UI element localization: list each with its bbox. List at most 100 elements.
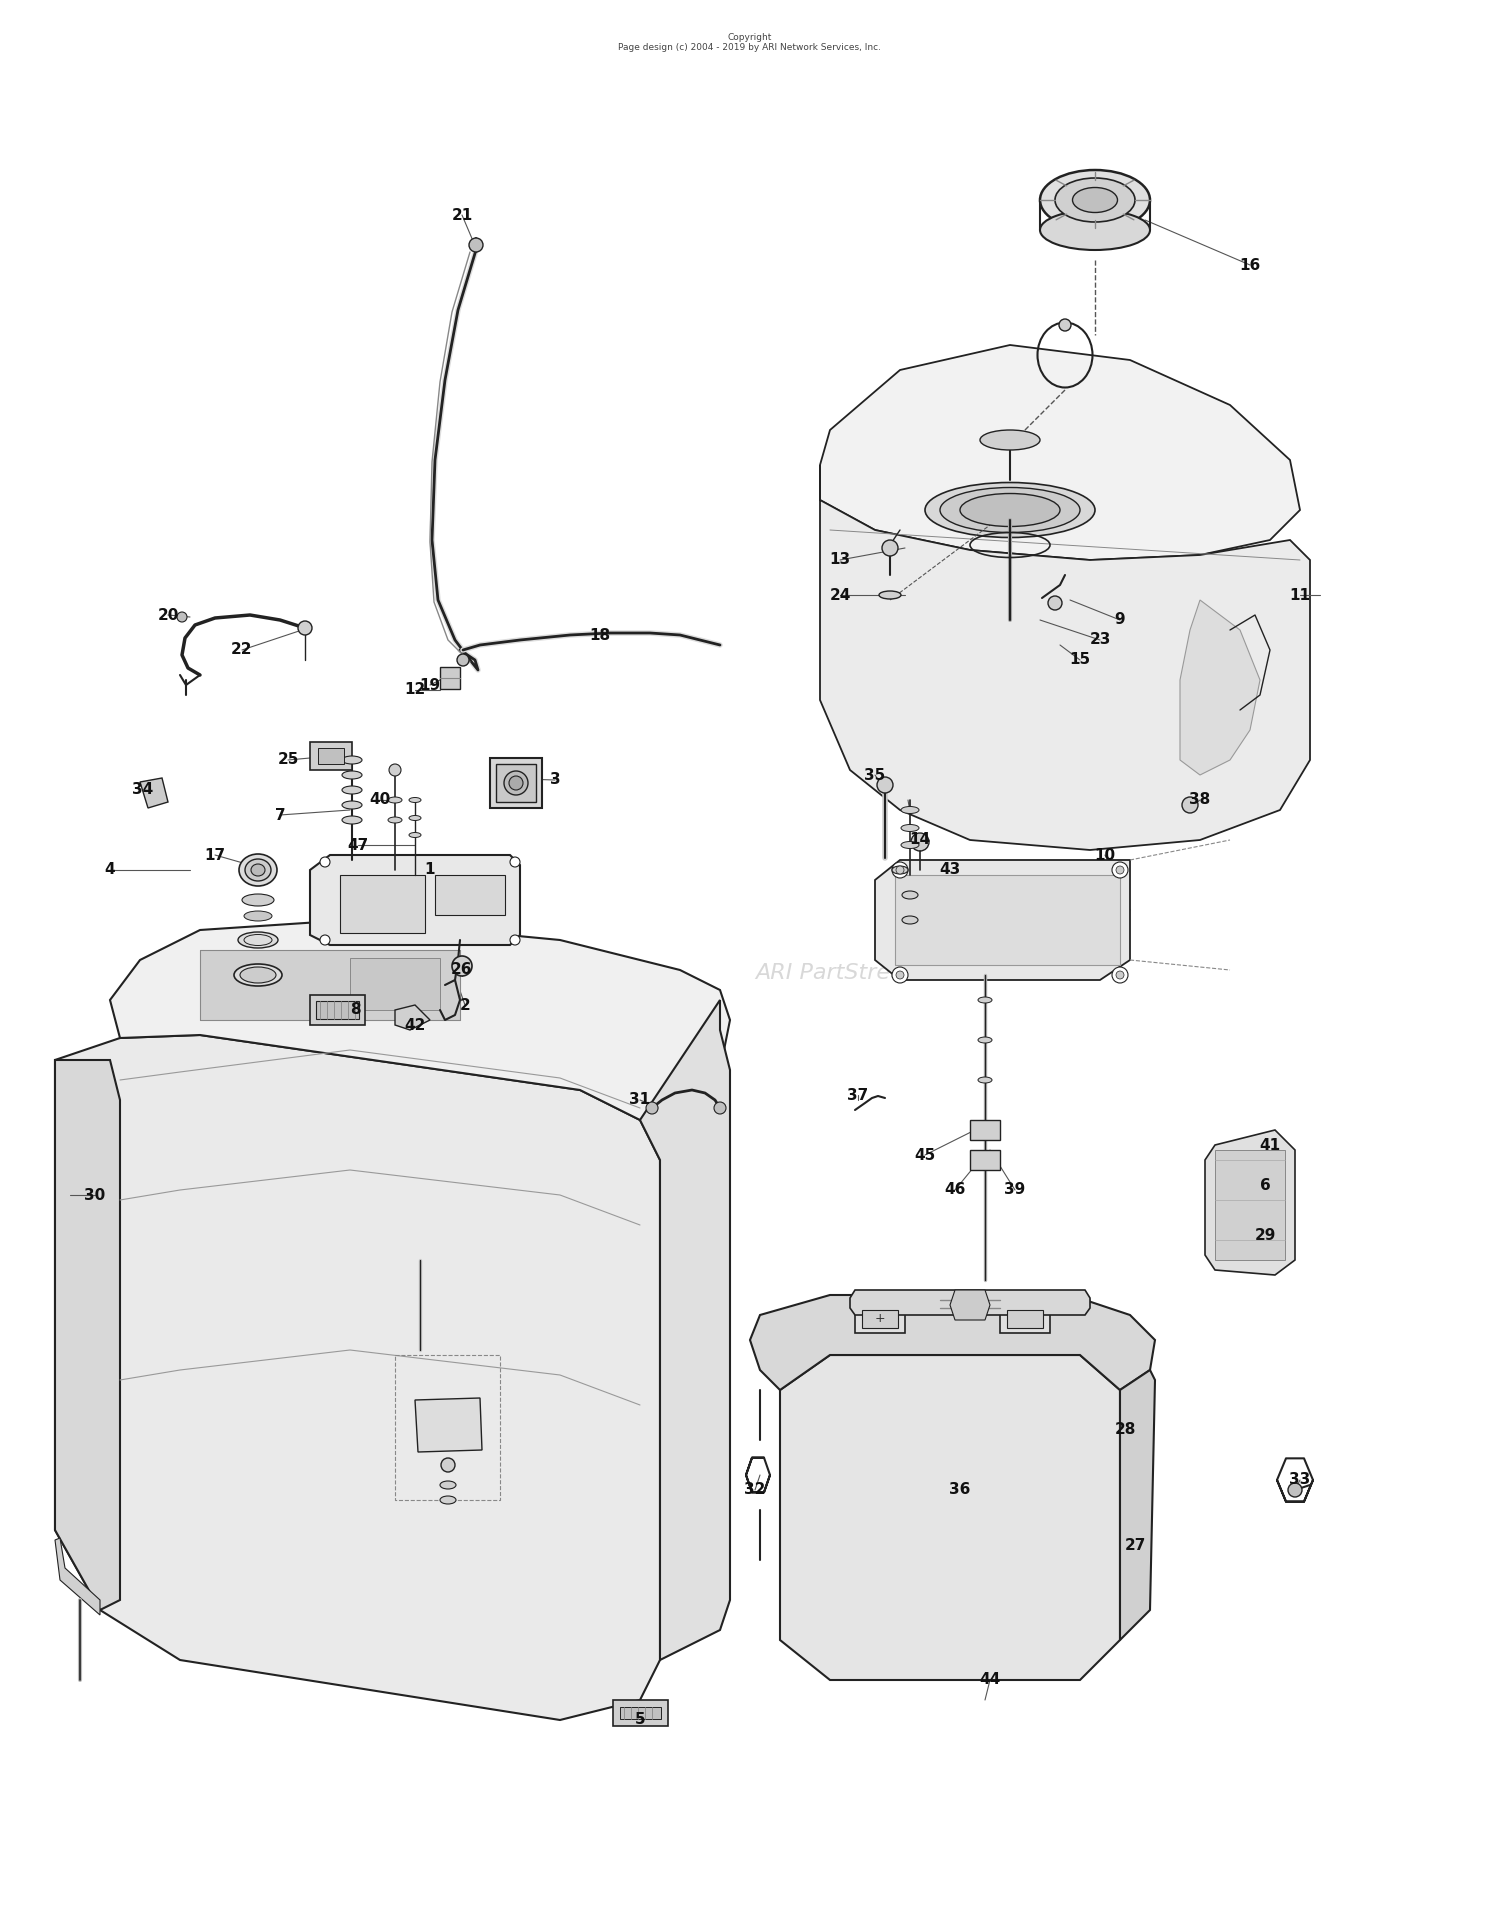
Ellipse shape <box>902 915 918 925</box>
Bar <box>614 1700 668 1727</box>
Circle shape <box>896 865 904 875</box>
Polygon shape <box>821 345 1300 561</box>
Text: 22: 22 <box>231 642 252 657</box>
Text: +: + <box>874 1312 885 1326</box>
Ellipse shape <box>902 807 920 813</box>
Ellipse shape <box>244 911 272 921</box>
Text: 7: 7 <box>274 807 285 823</box>
Ellipse shape <box>978 1037 992 1043</box>
Circle shape <box>510 935 520 944</box>
Text: 42: 42 <box>405 1017 426 1033</box>
Bar <box>1007 1310 1042 1328</box>
Polygon shape <box>394 1006 430 1031</box>
Polygon shape <box>416 1397 482 1453</box>
Bar <box>496 763 536 802</box>
Ellipse shape <box>960 493 1060 526</box>
Bar <box>1000 1305 1050 1333</box>
Ellipse shape <box>410 798 422 802</box>
Circle shape <box>470 239 483 252</box>
Text: 16: 16 <box>1239 258 1260 272</box>
Bar <box>316 1000 358 1019</box>
Polygon shape <box>850 1289 1090 1314</box>
Bar <box>970 1120 1000 1141</box>
Text: 30: 30 <box>84 1187 105 1202</box>
Circle shape <box>882 540 898 557</box>
Text: 5: 5 <box>634 1713 645 1727</box>
Circle shape <box>1112 967 1128 983</box>
Circle shape <box>714 1102 726 1114</box>
Ellipse shape <box>238 933 278 948</box>
Polygon shape <box>56 1035 660 1721</box>
Polygon shape <box>950 1289 990 1320</box>
Bar <box>970 1150 1000 1170</box>
Ellipse shape <box>342 802 362 809</box>
Circle shape <box>1112 861 1128 879</box>
Polygon shape <box>56 1538 100 1615</box>
Text: 18: 18 <box>590 628 610 642</box>
Polygon shape <box>750 1295 1155 1389</box>
Ellipse shape <box>410 832 422 838</box>
Text: 10: 10 <box>1095 848 1116 863</box>
Bar <box>440 667 460 690</box>
Circle shape <box>441 1459 454 1472</box>
Ellipse shape <box>410 815 422 821</box>
Bar <box>310 742 352 771</box>
Circle shape <box>1182 798 1198 813</box>
Polygon shape <box>1180 599 1260 775</box>
Circle shape <box>1048 595 1062 611</box>
Text: 6: 6 <box>1260 1177 1270 1193</box>
Circle shape <box>320 858 330 867</box>
Text: 3: 3 <box>549 773 561 788</box>
Circle shape <box>320 935 330 944</box>
Polygon shape <box>1204 1129 1294 1276</box>
Polygon shape <box>780 1355 1120 1680</box>
Text: ARI PartStream: ARI PartStream <box>754 964 926 983</box>
Polygon shape <box>821 464 1310 850</box>
Circle shape <box>896 971 904 979</box>
Text: 17: 17 <box>204 848 225 863</box>
Ellipse shape <box>978 1077 992 1083</box>
Circle shape <box>1116 865 1124 875</box>
Text: Copyright
Page design (c) 2004 - 2019 by ARI Network Services, Inc.: Copyright Page design (c) 2004 - 2019 by… <box>618 33 882 52</box>
Text: 39: 39 <box>1005 1183 1026 1197</box>
Text: 8: 8 <box>350 1002 360 1017</box>
Text: 9: 9 <box>1114 613 1125 628</box>
Text: 28: 28 <box>1114 1422 1136 1438</box>
Bar <box>896 875 1120 965</box>
Circle shape <box>452 956 472 975</box>
Polygon shape <box>200 950 460 1019</box>
Ellipse shape <box>240 967 276 983</box>
Text: 33: 33 <box>1290 1472 1311 1488</box>
Ellipse shape <box>1072 187 1118 212</box>
Ellipse shape <box>238 854 278 886</box>
Circle shape <box>177 613 188 622</box>
Text: 20: 20 <box>158 607 178 622</box>
Ellipse shape <box>342 755 362 763</box>
Ellipse shape <box>388 798 402 804</box>
Ellipse shape <box>926 482 1095 538</box>
Ellipse shape <box>892 865 908 875</box>
Circle shape <box>646 1102 658 1114</box>
Text: 14: 14 <box>909 832 930 848</box>
Ellipse shape <box>902 825 920 831</box>
Ellipse shape <box>244 859 272 881</box>
Bar <box>1215 1150 1286 1260</box>
Ellipse shape <box>902 890 918 900</box>
Text: 40: 40 <box>369 792 390 807</box>
Text: 35: 35 <box>864 767 885 782</box>
Polygon shape <box>56 1060 120 1609</box>
Ellipse shape <box>940 488 1080 532</box>
Text: 11: 11 <box>1290 588 1311 603</box>
Circle shape <box>892 861 908 879</box>
Text: 34: 34 <box>132 782 153 798</box>
Text: 26: 26 <box>452 962 472 977</box>
Ellipse shape <box>342 771 362 779</box>
Circle shape <box>910 832 928 852</box>
Polygon shape <box>640 1000 730 1659</box>
Ellipse shape <box>1040 210 1150 251</box>
Text: 2: 2 <box>459 998 471 1012</box>
Ellipse shape <box>1040 170 1150 229</box>
Bar <box>318 748 344 763</box>
Bar <box>490 757 542 807</box>
Ellipse shape <box>440 1482 456 1490</box>
